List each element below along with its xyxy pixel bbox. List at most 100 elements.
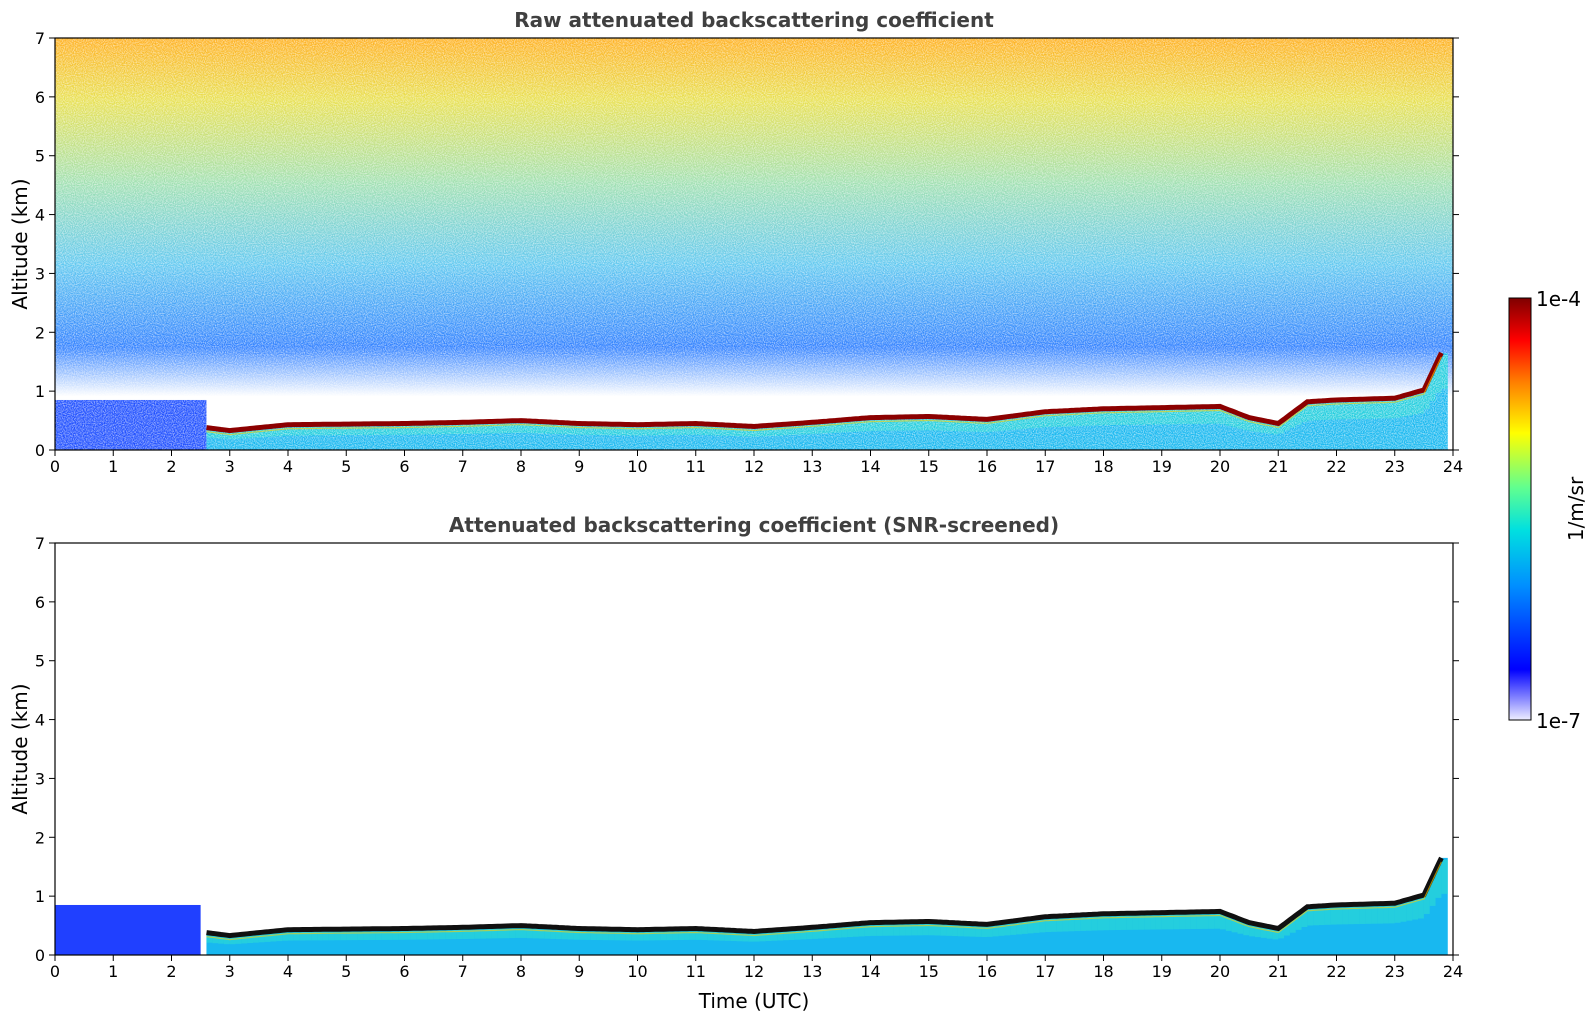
mixed-layer-column (1091, 914, 1099, 955)
x-tick-label: 22 (1326, 457, 1346, 476)
boundary-layer-edge (206, 861, 1442, 941)
x-tick-label: 11 (686, 457, 706, 476)
mixed-layer-column (456, 927, 464, 955)
mixed-layer-column (742, 931, 749, 955)
mixed-layer-upper (1348, 906, 1355, 925)
mixed-layer-column (660, 929, 668, 955)
mixed-layer-upper (1441, 859, 1448, 894)
y-tick-label: 1 (35, 382, 45, 401)
mixed-layer-column (719, 929, 726, 955)
mixed-layer-column (410, 928, 417, 955)
snr-screened-panel: Attenuated backscattering coefficient (S… (8, 513, 1463, 1013)
mixed-layer-upper (427, 929, 435, 940)
mixed-layer-column (1412, 897, 1419, 955)
mixed-layer-upper (340, 931, 347, 941)
x-tick-label: 13 (802, 962, 822, 981)
mixed-layer-upper (555, 929, 563, 940)
y-tick-label: 3 (35, 769, 45, 788)
mixed-layer-upper (1214, 913, 1221, 929)
mixed-layer-upper (218, 936, 225, 944)
y-tick-label: 0 (35, 946, 45, 965)
mixed-layer-upper (719, 931, 726, 941)
mixed-layer-upper (1423, 890, 1431, 914)
y-tick-label: 6 (35, 593, 45, 612)
mixed-layer-column (1196, 911, 1204, 955)
x-tick-label: 0 (50, 457, 60, 476)
mixed-layer-upper (206, 935, 213, 943)
mixed-layer-upper (573, 930, 580, 940)
mixed-layer-column (218, 934, 225, 955)
mixed-layer-upper (1074, 917, 1081, 932)
y-tick-label: 3 (35, 264, 45, 283)
mixed-layer-column (853, 923, 860, 955)
mixed-layer-column (777, 929, 784, 955)
x-tick-label: 4 (283, 962, 293, 981)
mixed-layer-upper (1179, 914, 1186, 930)
mixed-layer-column (387, 928, 394, 955)
mixed-layer-column (620, 929, 627, 955)
x-tick-label: 21 (1268, 962, 1288, 981)
x-tick-label: 5 (341, 457, 351, 476)
x-tick-label: 7 (458, 457, 468, 476)
mixed-layer-column (1365, 904, 1373, 955)
colorbar-unit-label: 1/m/sr (1564, 476, 1588, 541)
mixed-layer-column (352, 929, 359, 955)
mixed-layer-upper (1062, 917, 1070, 932)
mixed-layer-upper (509, 927, 516, 939)
mixed-layer-column (946, 922, 953, 955)
mixed-layer-upper (969, 925, 976, 937)
mixed-layer-upper (1155, 914, 1163, 930)
mixed-layer-column (1155, 912, 1163, 955)
mixed-layer-column (1377, 903, 1384, 955)
mixed-layer-upper (1068, 917, 1075, 932)
mixed-layer-column (730, 930, 738, 955)
mixed-layer-column (305, 929, 312, 955)
mixed-layer-column (1249, 923, 1256, 955)
mixed-layer-column (794, 928, 802, 955)
mixed-layer-column (754, 931, 761, 955)
mixed-layer-column (684, 928, 691, 955)
mixed-layer-upper (1435, 866, 1442, 898)
mixed-layer-upper (299, 931, 307, 941)
y-tick-label: 4 (35, 711, 45, 730)
x-tick-label: 14 (860, 457, 880, 476)
mixed-layer-upper (526, 928, 534, 939)
panel1-x-axis: 0 1 2 3 4 5 6 7 8 9 10 11 12 13 14 15 16 17 18 19 20 21 22 23 24 (50, 450, 1463, 476)
mixed-layer-upper (654, 931, 662, 941)
mixed-layer-upper (1377, 905, 1384, 924)
mixed-layer-column (561, 927, 569, 955)
mixed-layer-upper (1400, 902, 1407, 922)
mixed-layer-column (1400, 900, 1407, 955)
mixed-layer-column (847, 924, 854, 955)
mixed-layer-upper (637, 931, 644, 941)
mixed-layer-upper (223, 937, 231, 945)
mixed-layer-upper (276, 932, 283, 942)
mixed-layer-column (503, 926, 510, 955)
mixed-layer-column (934, 921, 941, 955)
mixed-layer-upper (1097, 915, 1105, 931)
mixed-layer-column (759, 930, 767, 955)
mixed-layer-column (439, 927, 446, 955)
x-tick-label: 22 (1326, 962, 1346, 981)
mixed-layer-column (835, 925, 842, 955)
panel2-boundary-layer (206, 856, 1444, 941)
mixed-layer-column (264, 931, 272, 955)
mixed-layer-column (223, 935, 231, 955)
mixed-layer-column (748, 931, 755, 955)
mixed-layer-upper (445, 929, 452, 940)
mixed-layer-upper (288, 931, 295, 941)
mixed-layer-upper (1237, 921, 1244, 934)
x-tick-label: 14 (860, 962, 880, 981)
mixed-layer-upper (748, 933, 755, 942)
y-tick-label: 4 (35, 206, 45, 225)
x-tick-label: 19 (1152, 457, 1172, 476)
mixed-layer-column (322, 929, 330, 955)
mixed-layer-upper (771, 932, 778, 941)
mixed-layer-upper (736, 932, 743, 942)
mixed-layer-upper (1202, 913, 1209, 929)
mixed-layer-upper (742, 933, 749, 942)
mixed-layer-column (375, 928, 382, 955)
y-tick-label: 0 (35, 441, 45, 460)
mixed-layer-column (637, 929, 644, 955)
mixed-layer-column (1080, 914, 1087, 955)
